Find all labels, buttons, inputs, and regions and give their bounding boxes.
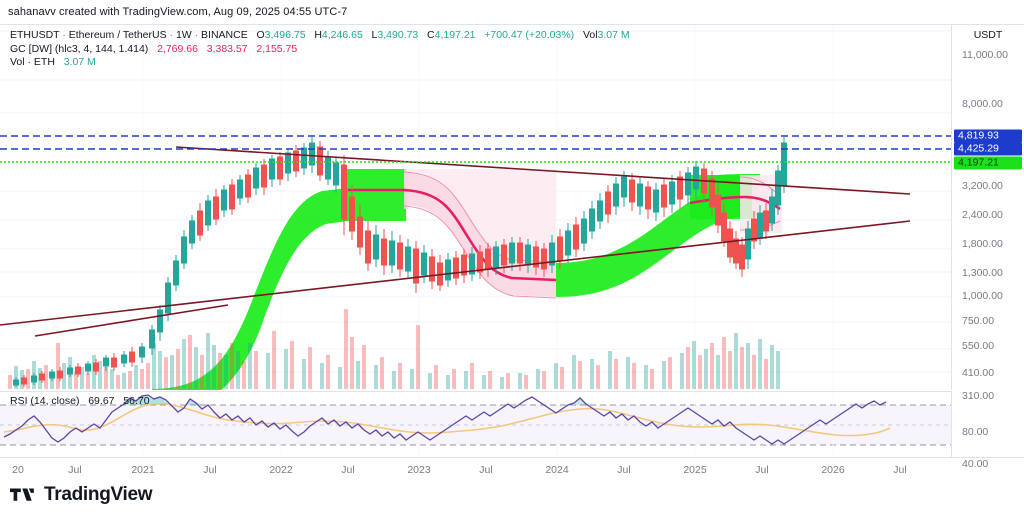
time-axis-tick: 2026 [821,464,845,476]
rsi-legend-title[interactable]: RSI (14, close) [10,395,80,407]
rsi-legend-ma-value: 56.70 [123,395,150,407]
time-axis-tick: 20 [12,464,24,476]
rsi-ma-line [3,402,891,437]
rsi-level-lines [0,404,951,446]
rsi-axis-tick: 80.00 [962,426,989,438]
trendline-ascending-short [34,304,229,337]
time-axis-tick: Jul [341,464,355,476]
rsi-axis[interactable]: 80.00 40.00 [952,391,1024,470]
tradingview-wordmark: TradingView [44,484,153,505]
price-axis-tick: 310.00 [962,390,995,402]
time-axis-tick: Jul [479,464,493,476]
price-axis-badge-blue[interactable]: 4,819.93 [954,129,1022,143]
price-axis[interactable]: USDT 11,000.008,000.006,000.003,200.002,… [952,25,1024,402]
price-axis-tick: 1,800.00 [962,238,1003,250]
time-axis-tick: 2024 [545,464,569,476]
price-axis-tick: 3,200.00 [962,180,1003,192]
horizontal-levels[interactable] [0,135,952,163]
price-pane[interactable]: ETHUSDT · Ethereum / TetherUS · 1W · BIN… [0,25,952,390]
time-axis-tick: Jul [203,464,217,476]
trendlines[interactable] [0,146,911,337]
time-axis-tick: Jul [617,464,631,476]
time-axis[interactable]: 20 Jul 2021 Jul 2022 Jul 2023 Jul 2024 Jul 2025 Jul… [0,457,1024,483]
price-axis-tick: 1,000.00 [962,290,1003,302]
trendline-ascending-support [0,220,911,326]
price-axis-badge-blue[interactable]: 4,425.29 [954,142,1022,156]
price-axis-badge-green[interactable]: 4,197.21 [954,156,1022,170]
time-axis-tick: Jul [893,464,907,476]
price-axis-tick: 1,300.00 [962,267,1003,279]
time-axis-tick: 2023 [407,464,431,476]
time-axis-tick: Jul [755,464,769,476]
trendline-descending-resistance [175,146,911,195]
rsi-pane[interactable]: RSI (14, close) 69.67 56.70 [0,391,952,457]
tradingview-logo-icon [10,488,34,501]
rsi-chart-svg [0,392,951,457]
rsi-axis-tick: 40.00 [962,458,989,470]
price-axis-tick: 750.00 [962,315,995,327]
price-axis-tick: 410.00 [962,367,995,379]
attribution-text: sahanavv created with TradingView.com, A… [8,6,348,18]
tradingview-footer: TradingView [10,484,153,506]
price-axis-tick: 11,000.00 [962,49,1008,61]
price-axis-tick: 550.00 [962,340,995,352]
time-axis-tick: 2022 [269,464,293,476]
price-chart-svg [0,25,952,390]
price-axis-tick: 2,400.00 [962,209,1003,221]
chart-frame: ETHUSDT · Ethereum / TetherUS · 1W · BIN… [0,24,1024,476]
candlestick-series [13,137,787,387]
rsi-legend[interactable]: RSI (14, close) 69.67 56.70 [10,395,150,408]
rsi-vertical-gridlines [142,392,834,457]
rsi-legend-value: 69.67 [88,395,115,407]
rsi-line [3,394,887,445]
price-axis-tick: 8,000.00 [962,98,1003,110]
price-axis-title: USDT [973,29,1003,41]
time-axis-tick: 2025 [683,464,707,476]
time-axis-tick: 2021 [131,464,155,476]
time-axis-tick: Jul [68,464,82,476]
